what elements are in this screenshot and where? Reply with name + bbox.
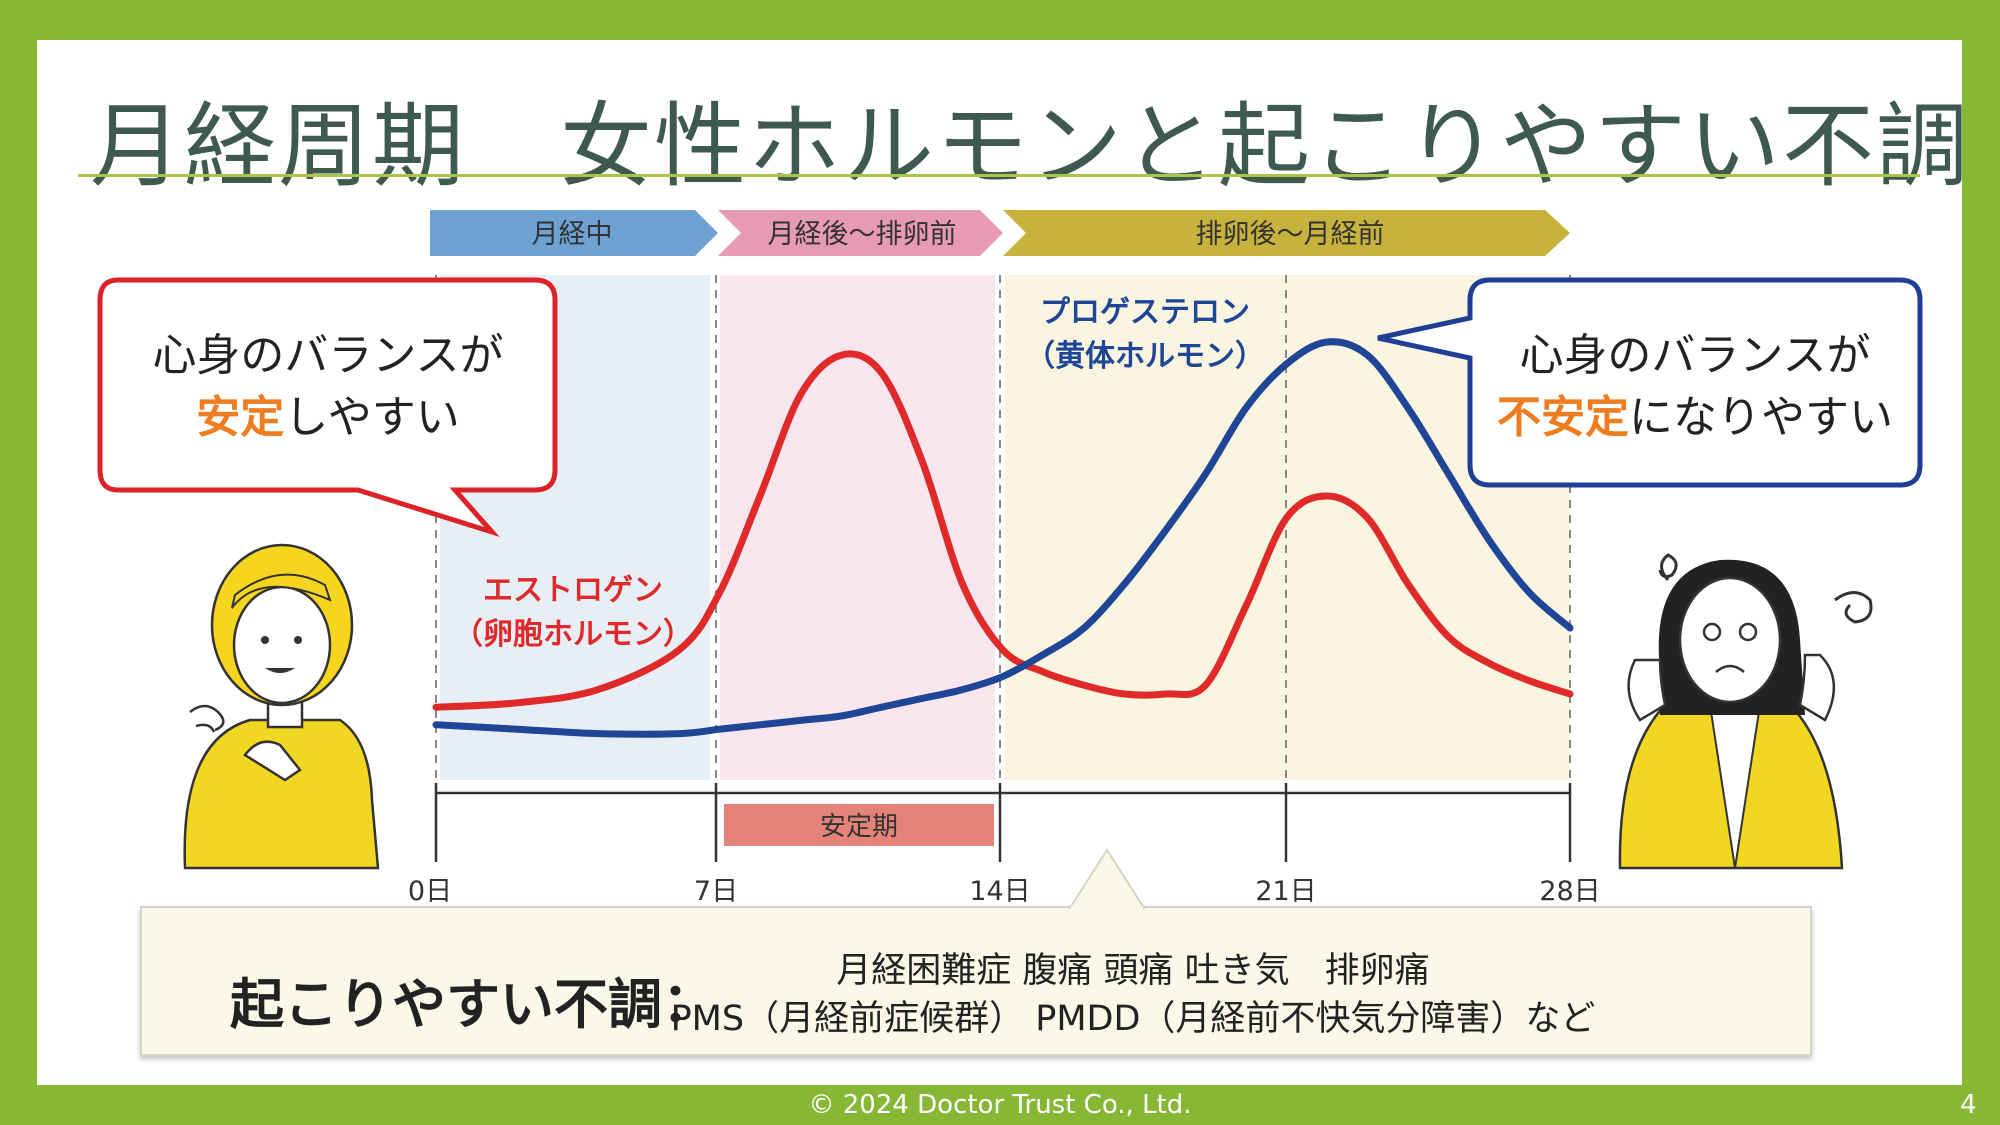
x-tick-label-0: 0日 bbox=[408, 876, 452, 907]
progesterone-label: プロゲステロン bbox=[1040, 295, 1250, 330]
bubble-right-highlight: 不安定 bbox=[1497, 392, 1629, 443]
title-underline bbox=[78, 174, 1920, 177]
progesterone-curve bbox=[432, 338, 1574, 738]
stable-period-label: 安定期 bbox=[820, 812, 898, 842]
page-title: 月経周期 女性ホルモンと起こりやすい不調 bbox=[90, 93, 1971, 200]
speech-bubble-left bbox=[97, 277, 558, 538]
symptoms-box: 起こりやすい不調 ： 月経困難症 腹痛 頭痛 吐き気 排卵痛 PMS（月経前症候… bbox=[140, 906, 1812, 1056]
progesterone-sub-label: （黄体ホルモン） bbox=[1025, 339, 1265, 374]
bubble-right-rest: になりやすい bbox=[1629, 392, 1893, 443]
symptoms-colon: ： bbox=[662, 971, 716, 1034]
bubble-left-highlight: 安定 bbox=[196, 392, 284, 443]
phase-label-follicular: 月経後～排卵前 bbox=[768, 219, 957, 250]
estrogen-sub-label: （卵胞ホルモン） bbox=[453, 617, 693, 652]
stable-period-bar bbox=[724, 804, 994, 846]
bubble-right-line1: 心身のバランスが bbox=[1519, 330, 1870, 381]
phase-arrow-luteal bbox=[1003, 210, 1570, 256]
copyright-footer: © 2024 Doctor Trust Co., Ltd. bbox=[808, 1090, 1192, 1120]
phase-label-menstruation: 月経中 bbox=[532, 219, 613, 250]
phase-arrow-follicular bbox=[718, 210, 1003, 256]
x-tick-label-28: 28日 bbox=[1539, 876, 1600, 907]
symptoms-heading: 起こりやすい不調 bbox=[230, 973, 662, 1036]
bubble-left-line1: 心身のバランスが bbox=[152, 330, 503, 381]
calm-woman-illustration bbox=[183, 543, 380, 870]
estrogen-curve bbox=[432, 350, 1574, 711]
phase-label-luteal: 排卵後～月経前 bbox=[1196, 219, 1385, 250]
phase-arrow-menstruation bbox=[430, 210, 718, 256]
x-tick-label-21: 21日 bbox=[1255, 876, 1316, 907]
x-tick-label-14: 14日 bbox=[969, 876, 1030, 907]
distressed-woman-illustration bbox=[1618, 553, 1873, 870]
bubble-right-line2: 不安定になりやすい bbox=[1497, 392, 1893, 443]
estrogen-label: エストロゲン bbox=[483, 573, 663, 608]
symptoms-line2: PMS（月経前症候群） PMDD（月経前不快気分障害）など bbox=[670, 999, 1596, 1039]
speech-bubble-right bbox=[1377, 277, 1923, 488]
symptoms-line1: 月経困難症 腹痛 頭痛 吐き気 排卵痛 bbox=[836, 951, 1430, 991]
bubble-left-line2: 安定しやすい bbox=[196, 392, 460, 443]
page-number: 4 bbox=[1960, 1090, 1977, 1120]
x-tick-label-7: 7日 bbox=[694, 876, 738, 907]
bubble-left-rest: しやすい bbox=[284, 392, 460, 443]
